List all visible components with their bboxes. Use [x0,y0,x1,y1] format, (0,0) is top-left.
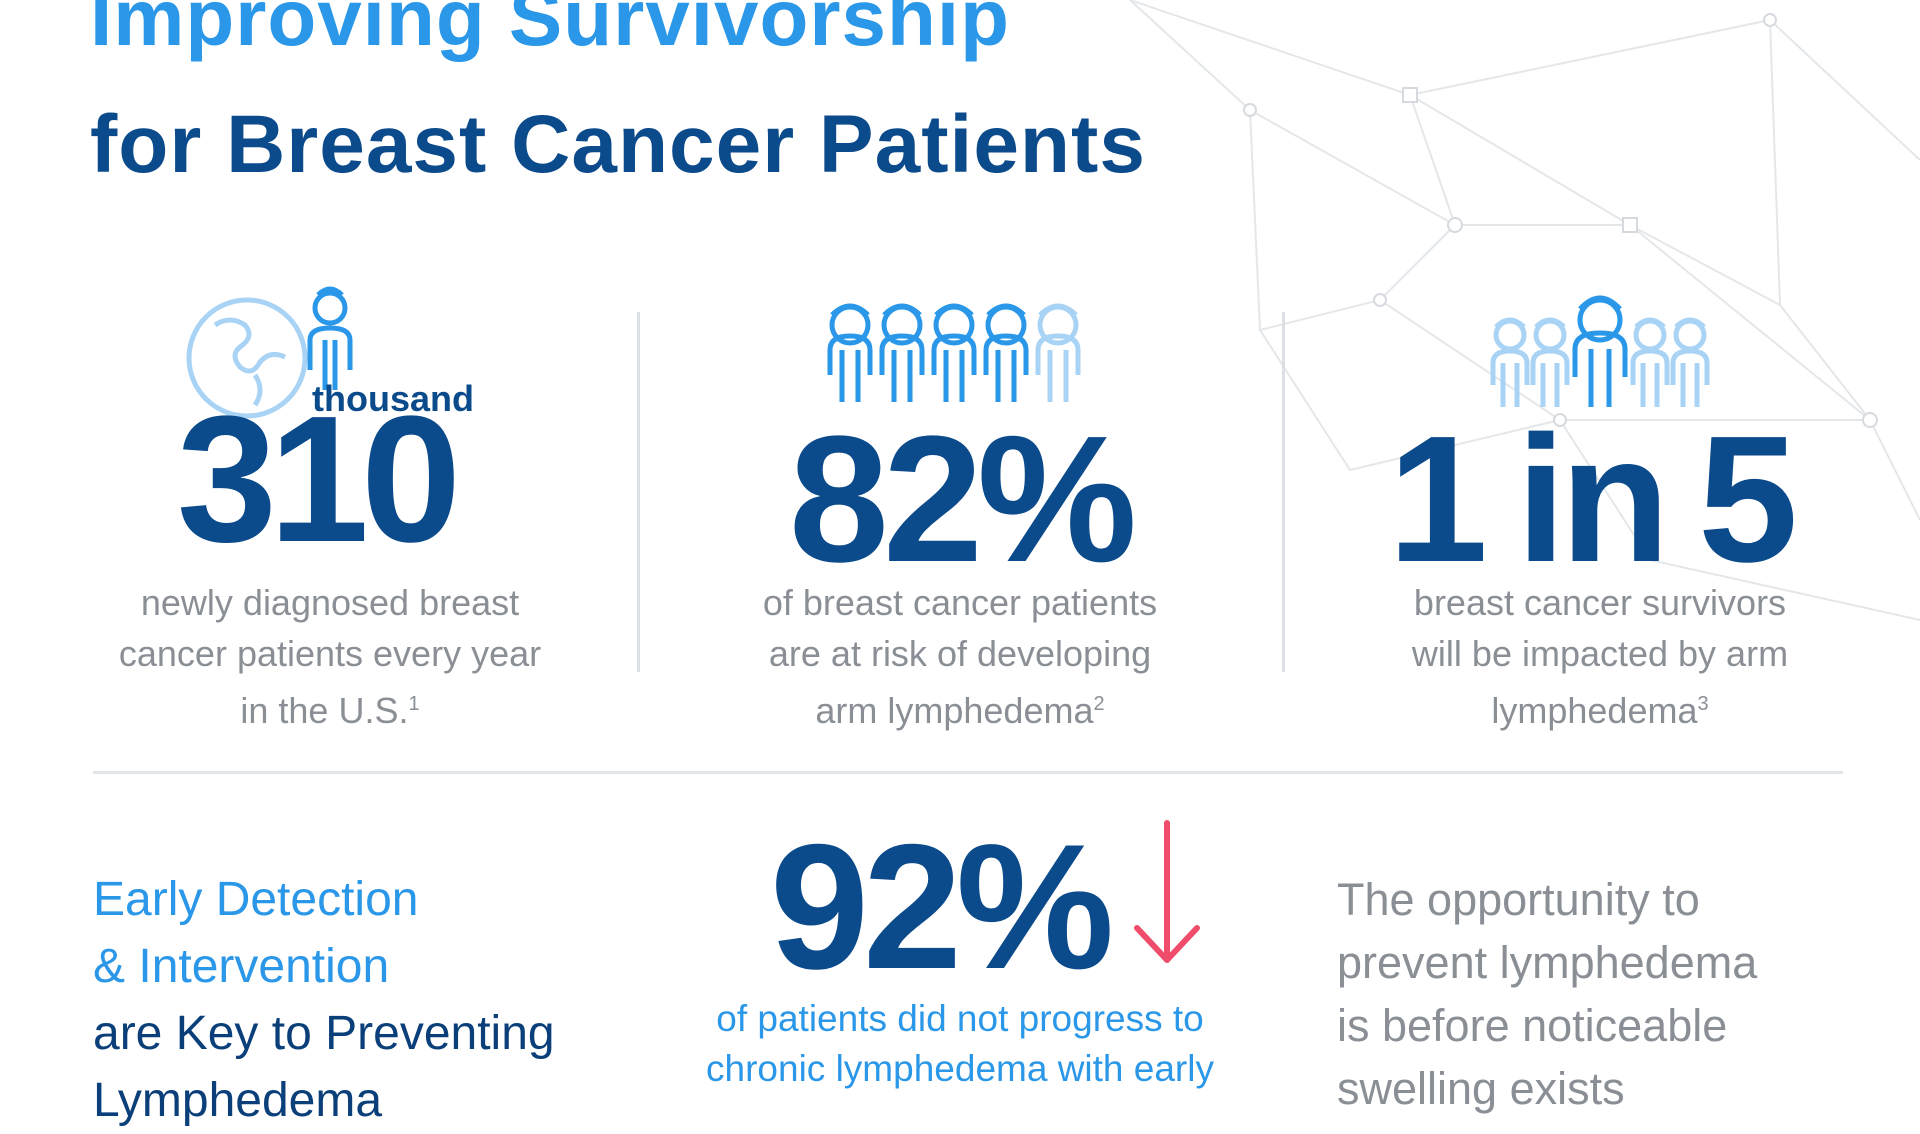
stat-1-unit: thousand [312,378,474,419]
stat-2-footnote: 2 [1093,693,1105,715]
stat-4-line-2: chronic lymphedema with early [706,1048,1214,1089]
stat-1-number: 310 [176,379,461,580]
down-arrow-icon [1134,820,1200,963]
stat-4-line-1: of patients did not progress to [716,998,1204,1039]
stat-1-line-2: cancer patients every year [118,633,542,674]
stat-3-line-1: breast cancer survivors [1413,582,1787,623]
opportunity-line-2: prevent lymphedema [1337,937,1758,988]
stat-4-description: of patients did not progress to chronic … [650,994,1270,1094]
heading-line-4: Lymphedema [93,1074,383,1127]
stat-4-number: 92% [770,807,1114,1006]
stat-1-footnote: 1 [408,693,420,715]
column-divider-1 [637,312,640,672]
stat-2-line-2: are at risk of developing [768,633,1152,674]
stat-3-footnote: 3 [1697,693,1709,715]
column-divider-2 [1282,312,1285,672]
heading-line-3: are Key to Preventing [93,1007,555,1060]
opportunity-line-1: The opportunity to [1337,874,1700,925]
stat-3-description: breast cancer survivors will be impacted… [1330,577,1870,736]
stat-3-line-3: lymphedema [1491,690,1698,731]
opportunity-text: The opportunity to prevent lymphedema is… [1337,868,1757,1120]
stat-1-line-1: newly diagnosed breast [140,582,520,623]
stat-2-number: 82% [788,399,1137,600]
stat-2-line-1: of breast cancer patients [762,582,1158,623]
stat-3-number: 1 in 5 [1387,399,1798,600]
title-line-1: Improving Survivorship [90,0,1010,62]
stat-3-line-2: will be impacted by arm [1411,633,1789,674]
stat-1-line-3: in the U.S. [240,690,409,731]
heading-line-2: & Intervention [93,940,390,993]
globe-woman-icon [186,286,353,419]
opportunity-line-4: swelling exists [1337,1063,1625,1114]
one-in-five-women-icon [1490,295,1710,407]
stat-2-line-3: arm lymphedema [815,690,1094,731]
five-women-icon [827,303,1081,402]
network-background [1129,0,1920,621]
stat-1-description: newly diagnosed breast cancer patients e… [60,577,600,736]
heading-line-1: Early Detection [93,873,419,926]
early-detection-heading: Early Detection & Intervention are Key t… [93,866,555,1134]
stat-2-description: of breast cancer patients are at risk of… [690,577,1230,736]
title-line-2: for Breast Cancer Patients [90,99,1146,190]
opportunity-line-3: is before noticeable [1337,1000,1728,1051]
section-divider [93,771,1843,774]
